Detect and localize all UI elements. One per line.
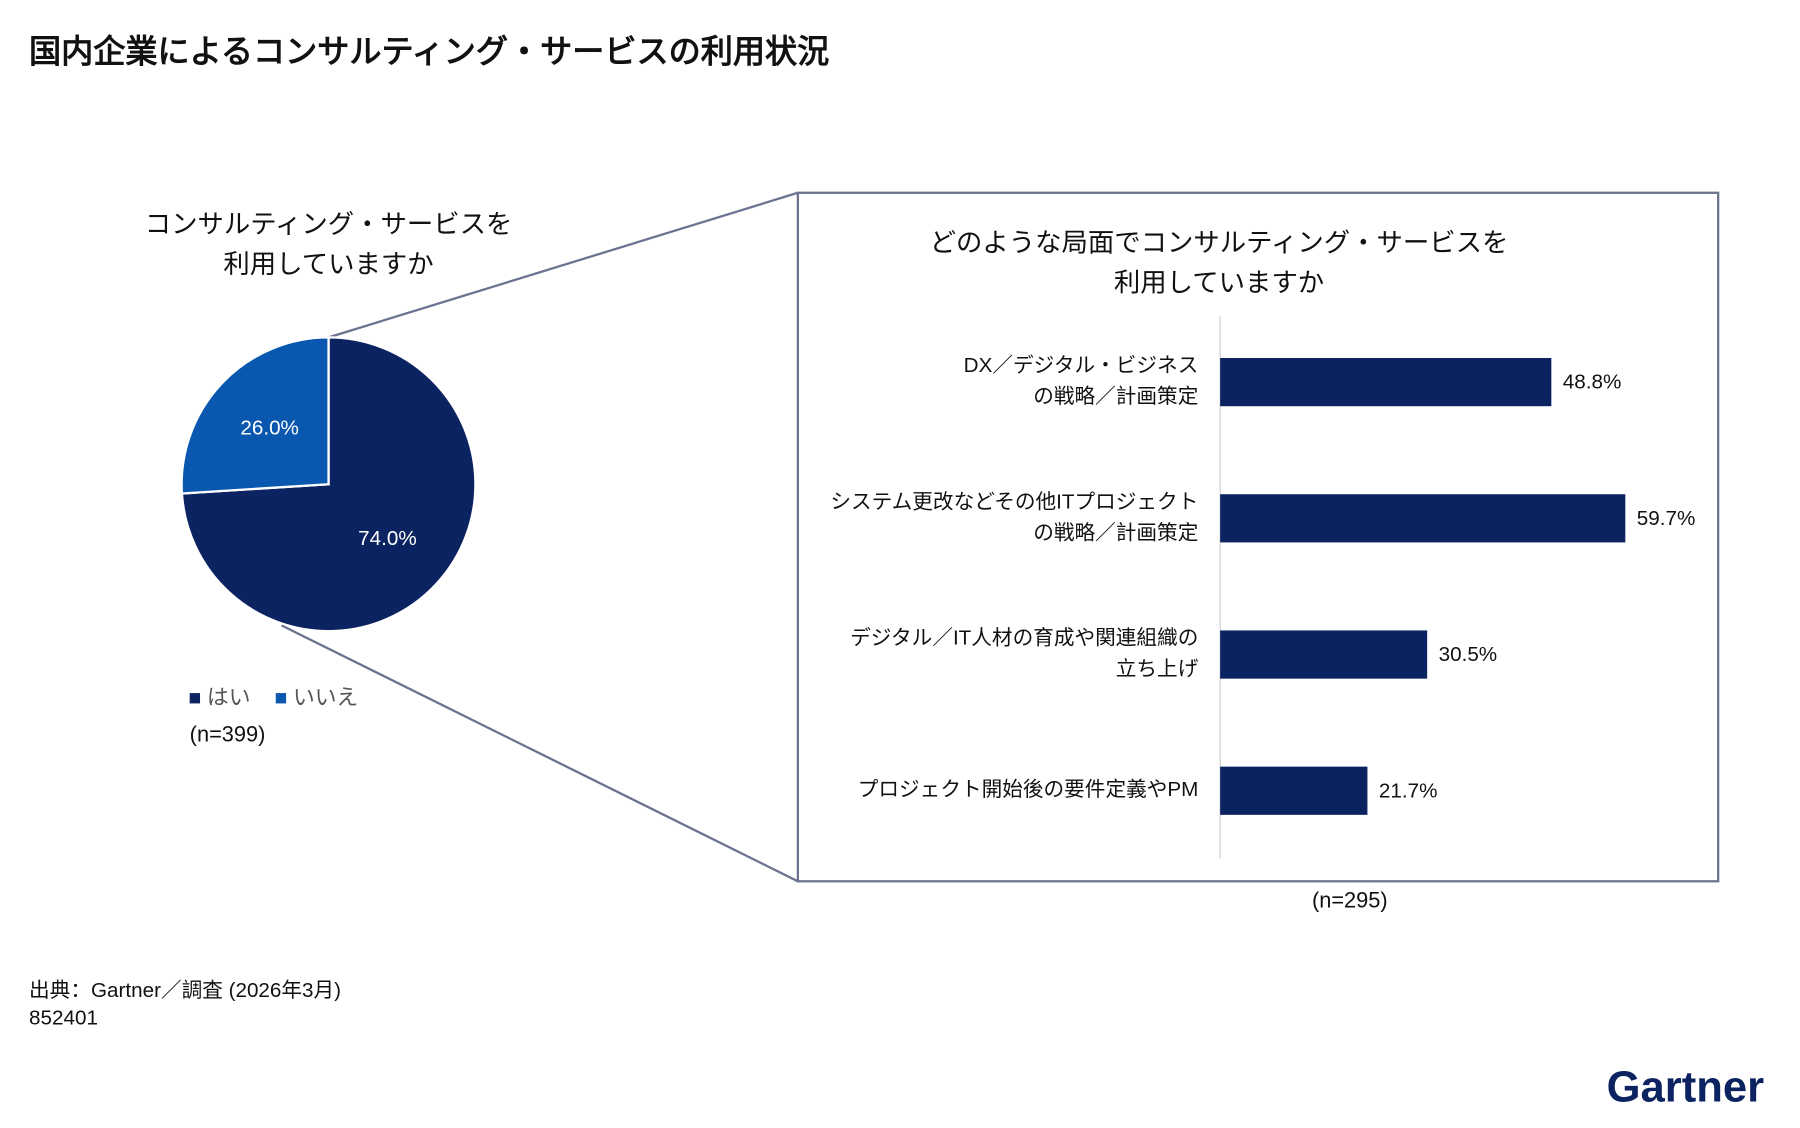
- source: 出典：Gartner／調査 (2026年3月): [29, 979, 341, 1002]
- logo: Gartner: [1607, 1064, 1765, 1112]
- category-label: システム更改などその他ITプロジェクト: [830, 490, 1198, 513]
- legend-label: いいえ: [293, 685, 358, 710]
- pie-title: 利用していますか: [223, 249, 433, 279]
- legend-swatch: [275, 693, 287, 704]
- connector: [328, 191, 799, 339]
- bar: [1220, 358, 1552, 407]
- category-label: 立ち上げ: [1116, 657, 1199, 680]
- data-label: 48.8%: [1563, 371, 1622, 394]
- data-label: 74.0%: [358, 527, 417, 550]
- bar: [1220, 494, 1626, 543]
- report-id: 852401: [29, 1006, 98, 1029]
- bar-title: 利用していますか: [1114, 268, 1324, 298]
- legend-label: はい: [207, 685, 251, 710]
- bar: [1220, 766, 1368, 815]
- data-label: 21.7%: [1379, 779, 1438, 802]
- bar-title: どのような局面でコンサルティング・サービスを: [930, 227, 1509, 257]
- category-label: デジタル／IT人材の育成や関連組織の: [850, 627, 1198, 650]
- bar: [1220, 630, 1428, 679]
- sample-size: (n=399): [190, 721, 266, 746]
- pie-title: コンサルティング・サービスを: [145, 209, 513, 239]
- pie-slice: [180, 336, 330, 495]
- legend-swatch: [189, 693, 201, 704]
- category-label: DX／デジタル・ビジネス: [964, 354, 1199, 377]
- data-label: 59.7%: [1637, 507, 1696, 530]
- data-label: 30.5%: [1439, 643, 1498, 666]
- category-label: の戦略／計画策定: [1033, 385, 1198, 408]
- page-title: 国内企業によるコンサルティング・サービスの利用状況: [29, 33, 829, 69]
- data-label: 26.0%: [240, 416, 299, 439]
- sample-size: (n=295): [1312, 888, 1388, 913]
- panel: [796, 191, 1720, 883]
- category-label: プロジェクト開始後の要件定義やPM: [858, 778, 1199, 801]
- connector: [280, 624, 799, 883]
- category-label: の戦略／計画策定: [1033, 521, 1198, 544]
